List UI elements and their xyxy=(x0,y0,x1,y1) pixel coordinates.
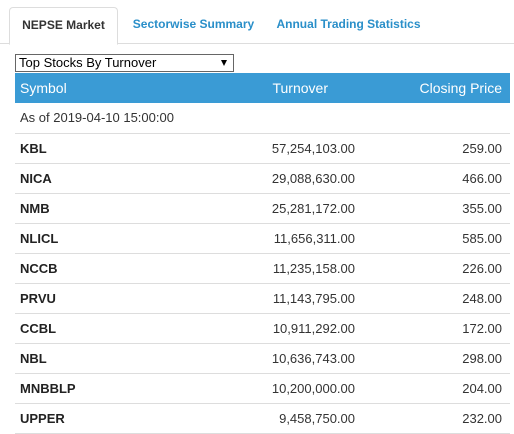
dropdown-arrow-icon xyxy=(221,60,227,66)
cell-symbol: NICA xyxy=(20,171,52,186)
table-row: CCBL 10,911,292.00 172.00 xyxy=(15,314,510,344)
market-tabs: NEPSE Market Sectorwise Summary Annual T… xyxy=(0,0,514,45)
cell-turnover: 9,458,750.00 xyxy=(279,411,355,426)
table-header: Symbol Turnover Closing Price xyxy=(15,73,510,103)
table-row: NICA 29,088,630.00 466.00 xyxy=(15,164,510,194)
cell-turnover: 10,911,292.00 xyxy=(272,321,355,336)
cell-symbol: NMB xyxy=(20,201,50,216)
table-row: NLICL 11,656,311.00 585.00 xyxy=(15,224,510,254)
cell-closing-price: 226.00 xyxy=(462,261,502,276)
table-row: PRVU 11,143,795.00 248.00 xyxy=(15,284,510,314)
cell-symbol: PRVU xyxy=(20,291,56,306)
cell-symbol: CCBL xyxy=(20,321,57,336)
cell-turnover: 10,200,000.00 xyxy=(271,381,355,396)
header-symbol: Symbol xyxy=(20,80,67,96)
tab-sectorwise-summary[interactable]: Sectorwise Summary xyxy=(132,17,255,31)
cell-turnover: 11,143,795.00 xyxy=(272,291,355,306)
cell-symbol: NLICL xyxy=(20,231,59,246)
cell-symbol: UPPER xyxy=(20,411,65,426)
cell-symbol: KBL xyxy=(20,141,47,156)
cell-closing-price: 585.00 xyxy=(462,231,502,246)
top-stocks-table: Symbol Turnover Closing Price As of 2019… xyxy=(15,73,510,434)
tab-annual-trading-statistics[interactable]: Annual Trading Statistics xyxy=(276,17,421,31)
dropdown-selected-value: Top Stocks By Turnover xyxy=(19,55,157,70)
header-closing-price: Closing Price xyxy=(419,80,502,96)
cell-turnover: 29,088,630.00 xyxy=(271,171,355,186)
header-turnover: Turnover xyxy=(272,80,328,96)
cell-turnover: 25,281,172.00 xyxy=(271,201,355,216)
cell-turnover: 11,656,311.00 xyxy=(273,231,355,246)
cell-closing-price: 248.00 xyxy=(462,291,502,306)
cell-closing-price: 232.00 xyxy=(462,411,502,426)
cell-closing-price: 298.00 xyxy=(462,351,502,366)
as-of-timestamp: As of 2019-04-10 15:00:00 xyxy=(15,103,510,134)
cell-closing-price: 204.00 xyxy=(462,381,502,396)
cell-symbol: NBL xyxy=(20,351,47,366)
cell-symbol: NCCB xyxy=(20,261,58,276)
table-row: KBL 57,254,103.00 259.00 xyxy=(15,134,510,164)
cell-closing-price: 466.00 xyxy=(462,171,502,186)
cell-turnover: 10,636,743.00 xyxy=(271,351,355,366)
cell-closing-price: 172.00 xyxy=(462,321,502,336)
table-row: NBL 10,636,743.00 298.00 xyxy=(15,344,510,374)
cell-closing-price: 259.00 xyxy=(462,141,502,156)
tab-nepse-market[interactable]: NEPSE Market xyxy=(9,7,118,45)
cell-turnover: 11,235,158.00 xyxy=(272,261,355,276)
table-row: NMB 25,281,172.00 355.00 xyxy=(15,194,510,224)
table-row: NCCB 11,235,158.00 226.00 xyxy=(15,254,510,284)
table-row: MNBBLP 10,200,000.00 204.00 xyxy=(15,374,510,404)
cell-closing-price: 355.00 xyxy=(462,201,502,216)
cell-symbol: MNBBLP xyxy=(20,381,76,396)
report-type-dropdown[interactable]: Top Stocks By Turnover xyxy=(15,54,234,72)
table-row: UPPER 9,458,750.00 232.00 xyxy=(15,404,510,434)
cell-turnover: 57,254,103.00 xyxy=(271,141,355,156)
